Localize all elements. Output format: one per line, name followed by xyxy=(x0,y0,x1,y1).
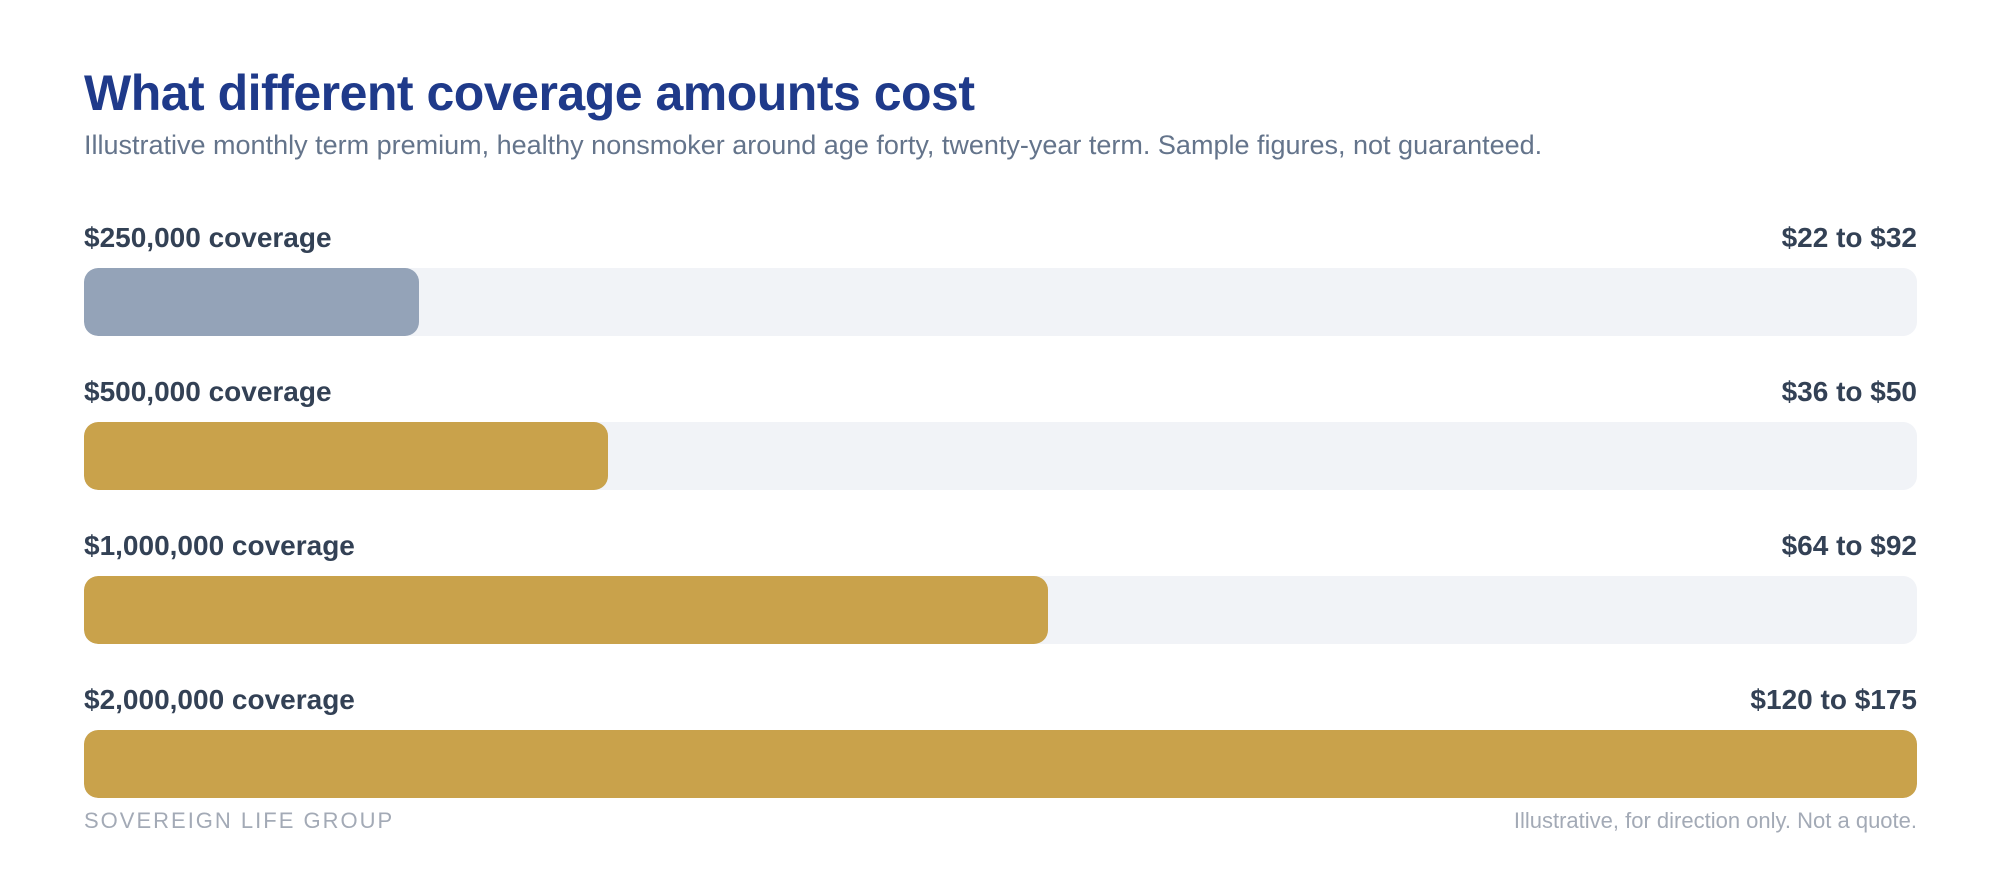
chart-title: What different coverage amounts cost xyxy=(84,65,975,121)
disclaimer-note: Illustrative, for direction only. Not a … xyxy=(1513,808,1917,833)
bar-category-label: $2,000,000 coverage xyxy=(84,684,355,715)
bar-row: $500,000 coverage $36 to $50 xyxy=(84,376,1917,530)
bar-row: $250,000 coverage $22 to $32 xyxy=(84,222,1917,376)
bar-track xyxy=(84,422,1917,490)
bar-row: $1,000,000 coverage $64 to $92 xyxy=(84,530,1917,684)
bar-row-header: $250,000 coverage $22 to $32 xyxy=(84,222,1917,268)
bar-track xyxy=(84,268,1917,336)
bar-fill xyxy=(84,576,1048,644)
bar-row: $2,000,000 coverage $120 to $175 xyxy=(84,684,1917,838)
chart-card: What different coverage amounts cost Ill… xyxy=(84,0,1917,880)
bar-range-label: $120 to $175 xyxy=(1750,684,1917,715)
bar-row-header: $2,000,000 coverage $120 to $175 xyxy=(84,684,1917,730)
bar-row-header: $500,000 coverage $36 to $50 xyxy=(84,376,1917,422)
bar-fill xyxy=(84,422,608,490)
bar-track xyxy=(84,730,1917,798)
bar-range-label: $64 to $92 xyxy=(1781,530,1917,561)
bar-category-label: $1,000,000 coverage xyxy=(84,530,355,561)
chart-subtitle: Illustrative monthly term premium, healt… xyxy=(84,130,1543,160)
bar-range-label: $22 to $32 xyxy=(1781,222,1917,253)
bar-category-label: $250,000 coverage xyxy=(84,222,332,253)
bar-fill xyxy=(84,268,419,336)
bar-rows: $250,000 coverage $22 to $32 $500,000 cove… xyxy=(84,222,1917,838)
bar-category-label: $500,000 coverage xyxy=(84,376,332,407)
brand-name: SOVEREIGN LIFE GROUP xyxy=(84,808,395,833)
bar-fill xyxy=(84,730,1917,798)
bar-row-header: $1,000,000 coverage $64 to $92 xyxy=(84,530,1917,576)
bar-track xyxy=(84,576,1917,644)
bar-range-label: $36 to $50 xyxy=(1781,376,1917,407)
